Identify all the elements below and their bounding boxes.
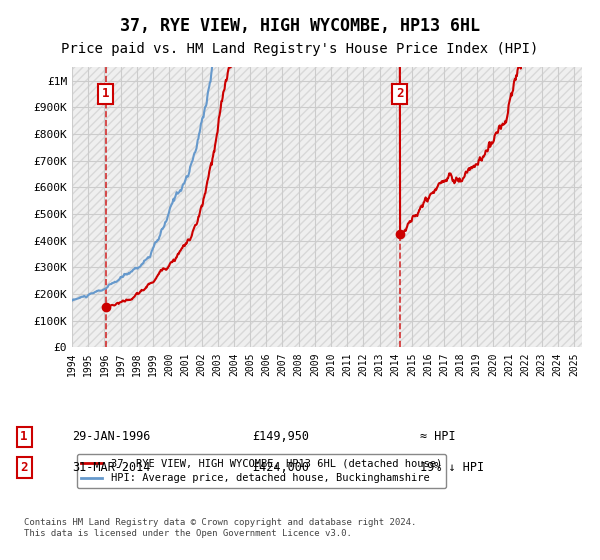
Text: Contains HM Land Registry data © Crown copyright and database right 2024.
This d: Contains HM Land Registry data © Crown c… <box>24 518 416 538</box>
Text: 2: 2 <box>396 87 404 100</box>
Text: Price paid vs. HM Land Registry's House Price Index (HPI): Price paid vs. HM Land Registry's House … <box>61 42 539 56</box>
Text: 1: 1 <box>102 87 109 100</box>
Text: 37, RYE VIEW, HIGH WYCOMBE, HP13 6HL: 37, RYE VIEW, HIGH WYCOMBE, HP13 6HL <box>120 17 480 35</box>
Text: £149,950: £149,950 <box>252 430 309 444</box>
Text: 19% ↓ HPI: 19% ↓ HPI <box>420 461 484 474</box>
Text: 2: 2 <box>20 461 28 474</box>
Text: 31-MAR-2014: 31-MAR-2014 <box>72 461 151 474</box>
Text: ≈ HPI: ≈ HPI <box>420 430 455 444</box>
Text: 29-JAN-1996: 29-JAN-1996 <box>72 430 151 444</box>
Legend: 37, RYE VIEW, HIGH WYCOMBE, HP13 6HL (detached house), HPI: Average price, detac: 37, RYE VIEW, HIGH WYCOMBE, HP13 6HL (de… <box>77 454 446 488</box>
Text: £424,000: £424,000 <box>252 461 309 474</box>
Text: 1: 1 <box>20 430 28 444</box>
